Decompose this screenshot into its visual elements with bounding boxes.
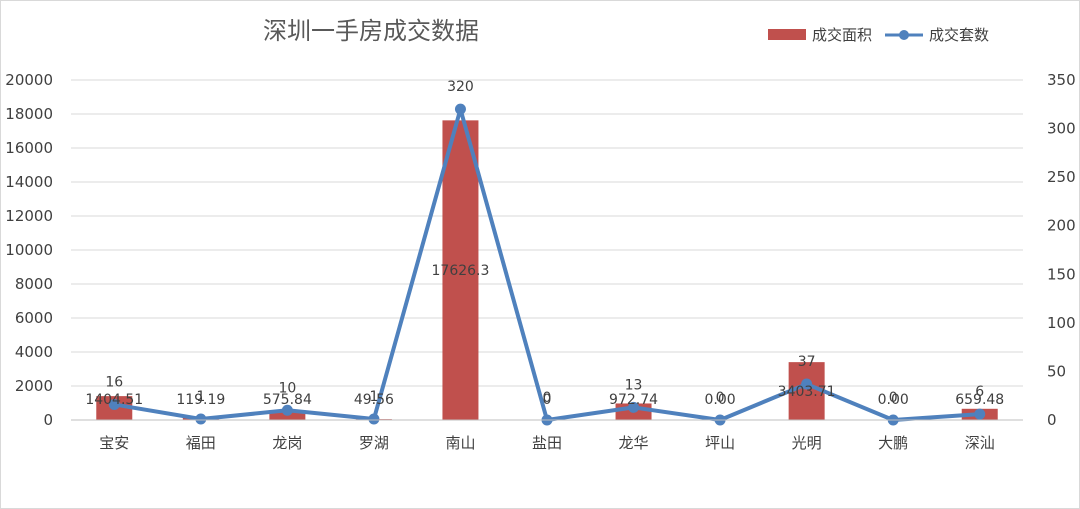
left-tick-label: 4000	[15, 343, 53, 361]
left-tick-label: 16000	[5, 139, 53, 157]
right-tick-label: 200	[1047, 217, 1076, 235]
data-labels: 1404.51 119.19 575.84 49.56 17626.3 0 972.74 0.…	[85, 79, 1004, 408]
line-value-label: 0	[716, 390, 725, 406]
category-label: 光明	[792, 434, 822, 452]
bar-value-label: 119.19	[176, 392, 225, 408]
line-point	[454, 103, 466, 115]
line-value-label: 37	[798, 354, 816, 370]
line-point	[108, 398, 120, 410]
category-label: 宝安	[99, 434, 129, 452]
bar-value-label: 0.00	[705, 392, 736, 408]
category-label: 大鹏	[878, 434, 908, 452]
bar-value-label: 1404.51	[85, 392, 143, 408]
left-tick-label: 2000	[15, 377, 53, 395]
bar-value-label: 17626.3	[432, 263, 490, 279]
left-tick-label: 10000	[5, 241, 53, 259]
line-value-label: 16	[105, 374, 123, 390]
left-axis: 0 2000 4000 6000 8000 10000 12000 14000 16000 180…	[5, 71, 53, 429]
bar-value-label: 659.48	[955, 392, 1004, 408]
bar-value-label: 575.84	[263, 392, 312, 408]
line-value-label: 0	[543, 390, 552, 406]
line-point	[974, 408, 986, 420]
legend-line-label: 成交套数	[929, 26, 989, 44]
category-label: 福田	[186, 434, 216, 452]
right-tick-label: 300	[1047, 120, 1076, 138]
bar-value-label: 0	[543, 392, 552, 408]
category-label: 龙岗	[272, 434, 302, 452]
bar-value-label: 0.00	[878, 392, 909, 408]
line-point	[628, 401, 640, 413]
x-axis: 宝安 福田 龙岗 罗湖 南山 盐田 龙华 坪山 光明 大鹏 深汕	[71, 419, 1023, 452]
right-tick-label: 0	[1047, 411, 1057, 429]
legend-bar-swatch	[768, 29, 806, 40]
left-tick-label: 8000	[15, 275, 53, 293]
category-label: 坪山	[705, 434, 735, 452]
left-tick-label: 18000	[5, 105, 53, 123]
left-tick-label: 12000	[5, 207, 53, 225]
line-point	[801, 378, 813, 390]
bar-value-label: 3403.71	[778, 384, 836, 400]
line-value-label: 0	[889, 390, 898, 406]
gridlines	[71, 79, 1023, 421]
line-value-label: 1	[196, 389, 205, 405]
line-point	[195, 413, 207, 425]
line-value-label: 6	[975, 384, 984, 400]
left-tick-label: 14000	[5, 173, 53, 191]
line-value-label: 1	[369, 389, 378, 405]
right-tick-label: 350	[1047, 71, 1076, 89]
left-tick-label: 0	[43, 411, 53, 429]
right-tick-label: 100	[1047, 314, 1076, 332]
bar	[442, 120, 479, 420]
bar-value-label: 49.56	[354, 392, 394, 408]
legend: 成交面积 成交套数	[768, 26, 989, 44]
line-path	[113, 107, 980, 422]
right-axis: 0 50 100 150 200 250 300 350	[1047, 71, 1076, 429]
bar-series	[96, 120, 998, 420]
bar-value-label: 972.74	[609, 392, 658, 408]
chart-title: 深圳一手房成交数据	[263, 17, 479, 45]
legend-bar-label: 成交面积	[812, 26, 872, 44]
line-value-label: 10	[278, 380, 296, 396]
left-tick-label: 6000	[15, 309, 53, 327]
line-point	[368, 413, 380, 425]
line-value-label: 320	[447, 79, 474, 95]
category-label: 罗湖	[359, 434, 389, 452]
line-series	[108, 103, 986, 426]
right-tick-label: 250	[1047, 168, 1076, 186]
category-label: 南山	[445, 434, 475, 452]
category-label: 深汕	[965, 434, 995, 452]
category-label: 盐田	[532, 434, 562, 452]
legend-line-marker	[899, 30, 909, 40]
line-value-label: 13	[625, 377, 643, 393]
left-tick-label: 20000	[5, 71, 53, 89]
line-point	[281, 404, 293, 416]
right-tick-label: 50	[1047, 362, 1066, 380]
right-tick-label: 150	[1047, 265, 1076, 283]
category-label: 龙华	[619, 434, 649, 452]
